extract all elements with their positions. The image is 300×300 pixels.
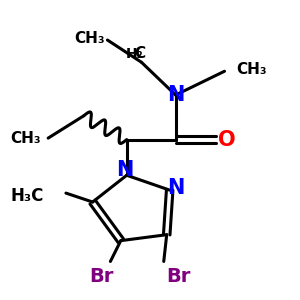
Text: N: N	[116, 160, 134, 180]
Text: H₃C: H₃C	[10, 187, 44, 205]
Text: N: N	[167, 178, 185, 198]
Text: Br: Br	[89, 267, 114, 286]
Text: Br: Br	[167, 267, 191, 286]
Text: H₂: H₂	[125, 47, 143, 61]
Text: CH₃: CH₃	[10, 130, 41, 146]
Text: C: C	[134, 46, 146, 61]
Text: CH₃: CH₃	[74, 31, 104, 46]
Text: N: N	[167, 85, 184, 105]
Text: CH₃: CH₃	[236, 62, 267, 77]
Text: O: O	[218, 130, 236, 150]
